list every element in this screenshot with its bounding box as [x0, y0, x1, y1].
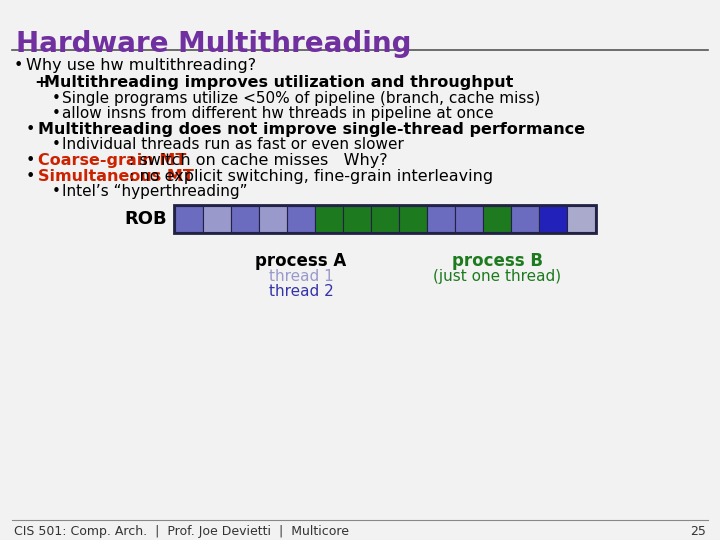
Text: Individual threads run as fast or even slower: Individual threads run as fast or even s… — [62, 137, 404, 152]
Text: Why use hw multithreading?: Why use hw multithreading? — [26, 58, 256, 73]
Bar — [427, 206, 455, 232]
Bar — [259, 206, 287, 232]
Bar — [539, 206, 567, 232]
Bar — [567, 206, 595, 232]
Text: process B: process B — [451, 252, 542, 270]
Text: 25: 25 — [690, 525, 706, 538]
Text: •: • — [26, 169, 35, 184]
Bar — [175, 206, 203, 232]
Text: : switch on cache misses   Why?: : switch on cache misses Why? — [129, 153, 387, 168]
Text: allow insns from different hw threads in pipeline at once: allow insns from different hw threads in… — [62, 106, 494, 121]
Text: (just one thread): (just one thread) — [433, 269, 561, 284]
Bar — [174, 205, 596, 233]
Text: •: • — [52, 91, 61, 106]
Bar — [315, 206, 343, 232]
Bar — [399, 206, 427, 232]
Text: Hardware Multithreading: Hardware Multithreading — [16, 30, 412, 58]
Text: Coarse-grain MT: Coarse-grain MT — [38, 153, 186, 168]
Bar — [511, 206, 539, 232]
Text: Multithreading improves utilization and throughput: Multithreading improves utilization and … — [44, 75, 513, 90]
Text: +: + — [34, 75, 48, 90]
Text: •: • — [26, 122, 35, 137]
Bar — [371, 206, 399, 232]
Bar — [287, 206, 315, 232]
Text: CIS 501: Comp. Arch.  |  Prof. Joe Devietti  |  Multicore: CIS 501: Comp. Arch. | Prof. Joe Deviett… — [14, 525, 349, 538]
Bar — [455, 206, 483, 232]
Text: Simultaneous MT: Simultaneous MT — [38, 169, 194, 184]
Text: thread 1: thread 1 — [269, 269, 333, 284]
Text: Single programs utilize <50% of pipeline (branch, cache miss): Single programs utilize <50% of pipeline… — [62, 91, 540, 106]
Text: Multithreading does not improve single-thread performance: Multithreading does not improve single-t… — [38, 122, 585, 137]
Text: •: • — [52, 184, 61, 199]
Text: : no explicit switching, fine-grain interleaving: : no explicit switching, fine-grain inte… — [129, 169, 493, 184]
Text: •: • — [14, 58, 23, 73]
Text: •: • — [26, 153, 35, 168]
Text: thread 2: thread 2 — [269, 284, 333, 299]
Bar — [483, 206, 511, 232]
Bar — [231, 206, 259, 232]
Text: •: • — [52, 137, 61, 152]
Text: Intel’s “hyperthreading”: Intel’s “hyperthreading” — [62, 184, 248, 199]
Bar — [343, 206, 371, 232]
Text: ROB: ROB — [125, 210, 167, 228]
Bar — [203, 206, 231, 232]
Text: •: • — [52, 106, 61, 121]
Text: process A: process A — [256, 252, 346, 270]
